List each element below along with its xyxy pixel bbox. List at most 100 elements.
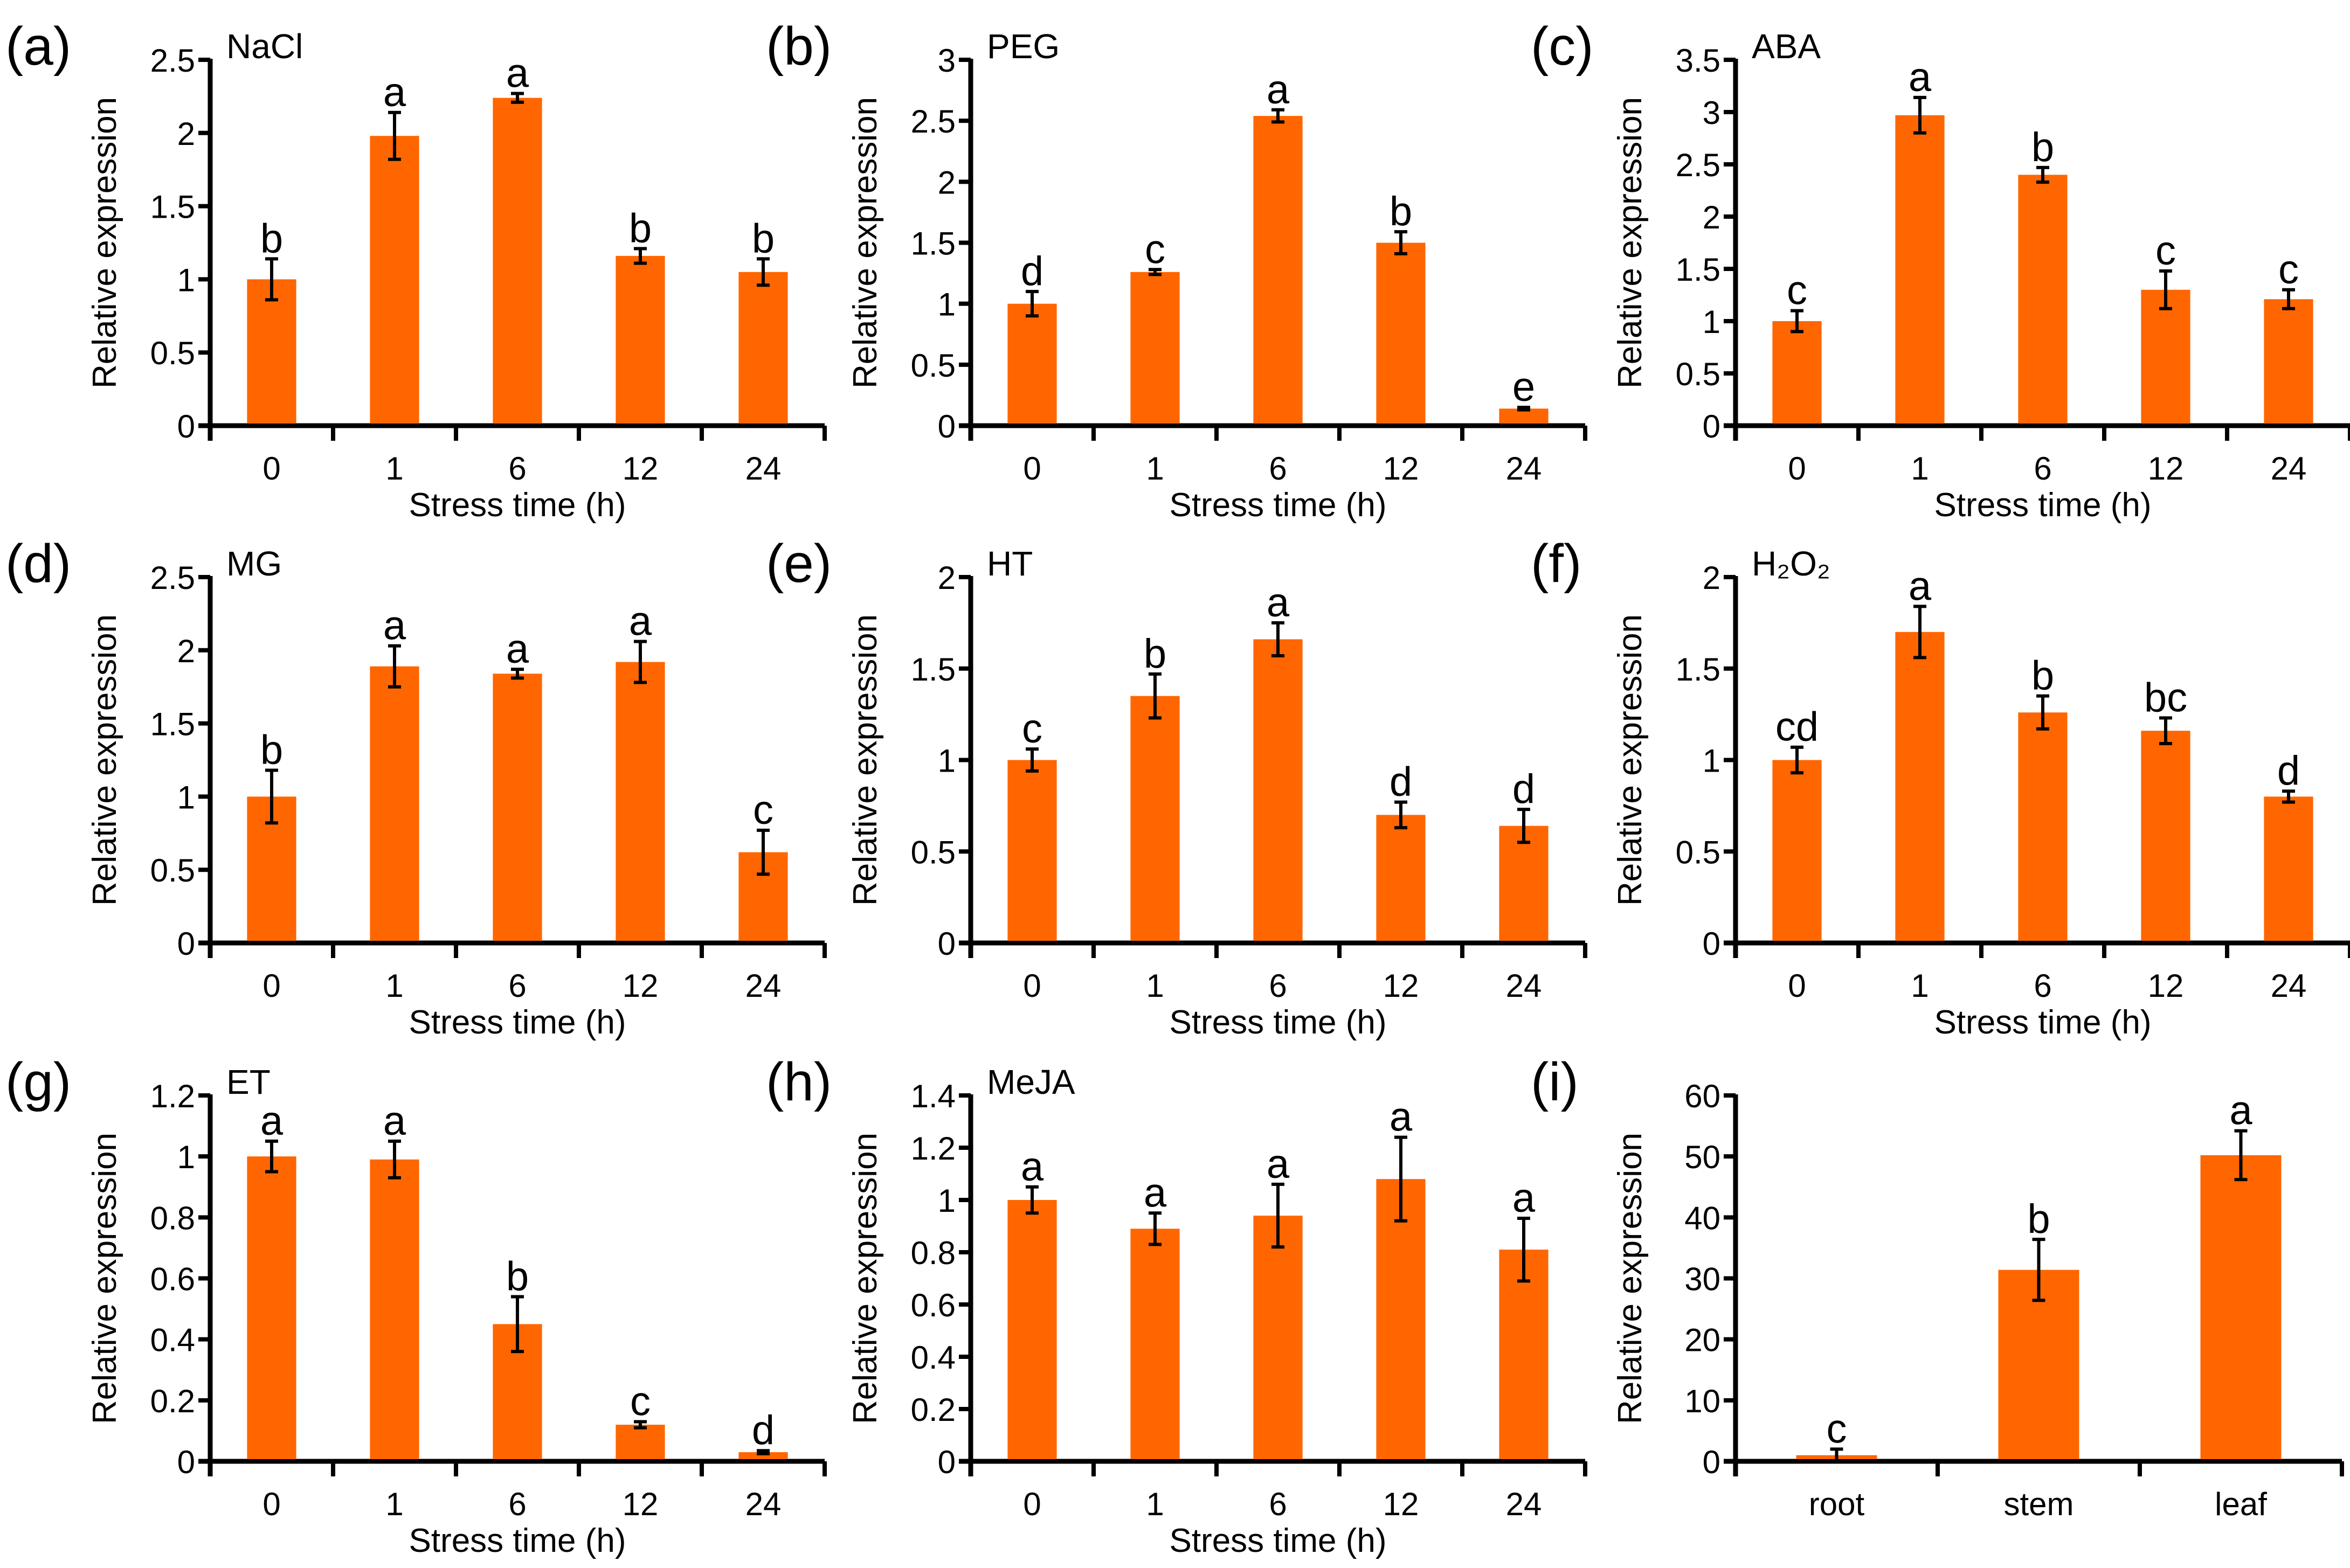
significance-letter: c (753, 787, 773, 833)
significance-letter: bc (2144, 675, 2187, 720)
bar (2141, 731, 2190, 941)
x-tick-label: 1 (1146, 1486, 1164, 1522)
x-tick-label: 12 (623, 968, 659, 1004)
significance-letter: a (1390, 1094, 1413, 1140)
chart-panel-i: (i) 0 10 20 30 40 50 60 Relative expression c root… (1531, 1052, 2344, 1522)
y-axis-label: Relative expression (86, 614, 123, 906)
y-tick-label: 0.5 (911, 834, 956, 870)
significance-letter: a (1909, 54, 1932, 100)
bar (616, 662, 665, 941)
bar (1253, 1216, 1303, 1459)
bar (493, 674, 542, 941)
significance-letter: a (383, 603, 406, 649)
significance-letter: b (1390, 189, 1412, 234)
x-tick-label: 6 (508, 1486, 526, 1522)
x-axis-label: Stress time (h) (1169, 487, 1386, 524)
significance-letter: b (2031, 124, 2054, 170)
significance-letter: a (1021, 1144, 1044, 1190)
x-tick-label: 1 (1911, 450, 1929, 487)
significance-letter: a (260, 1098, 284, 1144)
y-tick-label: 1 (177, 1139, 195, 1175)
y-tick-label: 1 (1703, 743, 1720, 779)
bar (1376, 815, 1426, 941)
x-tick-label: 0 (1023, 1486, 1041, 1522)
x-tick-label: 0 (262, 968, 280, 1004)
x-tick-label: 0 (262, 1486, 280, 1522)
y-tick-label: 0.4 (911, 1340, 956, 1376)
significance-letter: a (1144, 1170, 1167, 1216)
x-tick-label: stem (2003, 1486, 2073, 1522)
y-axis-label: Relative expression (86, 1133, 123, 1424)
bar (1130, 696, 1180, 941)
bar (616, 255, 665, 424)
bar (2018, 712, 2068, 941)
chart-panel-d: (d) MG 0 0.5 1 1.5 2 2.5 Relative expression b 0 a 1… (5, 533, 827, 1041)
significance-letter: a (383, 70, 406, 115)
y-tick-label: 0 (177, 408, 195, 445)
bar (1130, 272, 1180, 424)
bar (1772, 321, 1822, 424)
y-tick-label: 30 (1684, 1261, 1720, 1298)
y-tick-label: 1 (938, 287, 956, 323)
y-tick-label: 0 (938, 408, 956, 445)
y-tick-label: 20 (1684, 1322, 1720, 1358)
x-tick-label: 24 (745, 450, 782, 487)
x-tick-label: 1 (1146, 968, 1164, 1004)
x-tick-label: 6 (1269, 450, 1287, 487)
y-tick-label: 1.5 (150, 189, 195, 225)
x-tick-label: 6 (1269, 968, 1287, 1004)
significance-letter: b (629, 205, 652, 251)
x-axis-label: Stress time (h) (1934, 487, 2151, 524)
bar (1376, 242, 1426, 424)
y-tick-label: 0.5 (911, 348, 956, 384)
x-tick-label: 0 (262, 450, 280, 487)
significance-letter: a (2229, 1088, 2252, 1134)
bar (2264, 299, 2313, 424)
x-axis-label: Stress time (h) (1169, 1522, 1386, 1559)
bar (1253, 116, 1303, 424)
significance-letter: d (2277, 748, 2300, 794)
significance-letter: c (2278, 247, 2299, 293)
significance-letter: a (506, 626, 529, 672)
x-tick-label: 0 (1023, 450, 1041, 487)
bar (1007, 303, 1057, 424)
x-tick-label: leaf (2215, 1486, 2267, 1522)
x-tick-label: 12 (1383, 450, 1419, 487)
x-tick-label: 1 (385, 968, 403, 1004)
x-tick-label: 1 (1911, 968, 1929, 1004)
bar (1376, 1179, 1426, 1459)
significance-letter: d (1021, 248, 1043, 294)
significance-letter: a (629, 599, 652, 644)
y-tick-label: 0.5 (150, 335, 195, 371)
panel-label: (i) (1531, 1052, 1579, 1112)
significance-letter: a (383, 1098, 406, 1144)
bar (370, 1159, 419, 1459)
y-tick-label: 2 (938, 560, 956, 596)
chart-panel-h: (h) MeJA 0 0.2 0.4 0.6 0.8 1 1.2 1.4 Relative expr… (766, 1052, 1587, 1559)
x-tick-label: 12 (1383, 1486, 1419, 1522)
y-tick-label: 1.5 (911, 226, 956, 262)
panel-title: MG (226, 544, 282, 583)
significance-letter: c (1787, 268, 1807, 314)
panel-title: PEG (987, 27, 1060, 66)
bar (1499, 1250, 1549, 1459)
x-tick-label: 24 (1506, 968, 1542, 1004)
y-tick-label: 2 (1703, 199, 1720, 235)
bar (493, 98, 542, 424)
y-tick-label: 0 (177, 926, 195, 962)
y-tick-label: 2.5 (150, 560, 195, 596)
significance-letter: c (1827, 1406, 1847, 1452)
bar (1772, 760, 1822, 941)
y-axis-label: Relative expression (847, 1133, 884, 1424)
y-tick-label: 0.6 (150, 1261, 195, 1298)
x-tick-label: 1 (1146, 450, 1164, 487)
y-tick-label: 1 (1703, 304, 1720, 340)
y-tick-label: 3 (938, 43, 956, 79)
significance-letter: c (1145, 226, 1165, 272)
y-tick-label: 1 (177, 779, 195, 815)
x-tick-label: 6 (508, 968, 526, 1004)
y-tick-label: 1 (177, 262, 195, 298)
bar (2141, 289, 2190, 424)
bar (1007, 760, 1057, 941)
x-tick-label: 24 (1506, 1486, 1542, 1522)
